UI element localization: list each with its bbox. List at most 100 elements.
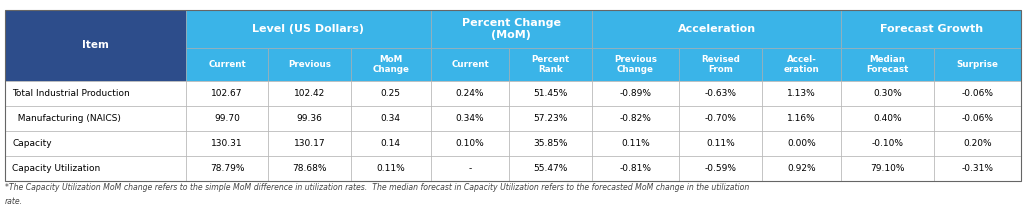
Text: 35.85%: 35.85% [534, 139, 567, 148]
Text: rate.: rate. [5, 197, 24, 206]
Text: MoM
Change: MoM Change [372, 55, 409, 74]
Bar [5, 81, 186, 106]
Text: 99.36: 99.36 [297, 114, 322, 123]
Bar [841, 131, 934, 156]
Text: 0.40%: 0.40% [873, 114, 902, 123]
Bar [186, 48, 269, 81]
Text: 51.45%: 51.45% [534, 89, 567, 98]
Text: -0.31%: -0.31% [961, 164, 993, 173]
Text: Current: Current [451, 60, 488, 69]
Text: Accel-
eration: Accel- eration [784, 55, 820, 74]
Text: 130.17: 130.17 [293, 139, 325, 148]
Text: -0.06%: -0.06% [961, 89, 993, 98]
Text: -0.82%: -0.82% [620, 114, 652, 123]
Bar [509, 81, 592, 106]
Bar [841, 10, 1021, 48]
Bar [841, 81, 934, 106]
Bar [934, 81, 1021, 106]
Bar [269, 156, 351, 181]
Bar [186, 156, 269, 181]
Text: 99.70: 99.70 [214, 114, 240, 123]
Text: Surprise: Surprise [956, 60, 998, 69]
Text: 0.00%: 0.00% [787, 139, 816, 148]
Text: Previous: Previous [288, 60, 331, 69]
Text: 1.13%: 1.13% [787, 89, 816, 98]
Bar [841, 156, 934, 181]
Bar [592, 10, 841, 48]
Bar [5, 156, 186, 181]
Bar [592, 156, 679, 181]
Bar [592, 106, 679, 131]
Bar [592, 131, 679, 156]
Bar [761, 48, 841, 81]
Bar [679, 81, 761, 106]
Bar [934, 156, 1021, 181]
Bar [509, 48, 592, 81]
Text: 55.47%: 55.47% [534, 164, 567, 173]
Bar [761, 81, 841, 106]
Text: 130.31: 130.31 [211, 139, 243, 148]
Text: Percent
Rank: Percent Rank [531, 55, 569, 74]
Text: Acceleration: Acceleration [677, 24, 756, 34]
Text: Manufacturing (NAICS): Manufacturing (NAICS) [12, 114, 121, 123]
Text: 0.11%: 0.11% [706, 139, 735, 148]
Bar [431, 156, 509, 181]
Bar [269, 106, 351, 131]
Bar [509, 106, 592, 131]
Bar [431, 131, 509, 156]
Text: 57.23%: 57.23% [534, 114, 567, 123]
Bar [679, 106, 761, 131]
Text: 78.68%: 78.68% [292, 164, 327, 173]
Bar [186, 81, 269, 106]
Text: 0.34%: 0.34% [456, 114, 484, 123]
Bar [186, 131, 269, 156]
Bar [5, 131, 186, 156]
Bar [934, 48, 1021, 81]
Bar [509, 131, 592, 156]
Bar [761, 131, 841, 156]
Bar [761, 156, 841, 181]
Text: *The Capacity Utilization MoM change refers to the simple MoM difference in util: *The Capacity Utilization MoM change ref… [5, 183, 749, 192]
Text: -0.10%: -0.10% [871, 139, 904, 148]
Text: Current: Current [208, 60, 246, 69]
Text: -0.59%: -0.59% [705, 164, 737, 173]
Text: 0.30%: 0.30% [873, 89, 902, 98]
Text: Level (US Dollars): Level (US Dollars) [252, 24, 364, 34]
Bar [186, 106, 269, 131]
Text: 0.34: 0.34 [381, 114, 401, 123]
Text: Percent Change
(MoM): Percent Change (MoM) [462, 18, 561, 40]
Bar [269, 131, 351, 156]
Text: Revised
From: Revised From [701, 55, 740, 74]
Bar [934, 106, 1021, 131]
Bar [351, 48, 431, 81]
Text: Previous
Change: Previous Change [614, 55, 657, 74]
Text: -: - [469, 164, 472, 173]
Bar [5, 106, 186, 131]
Bar [351, 106, 431, 131]
Text: Capacity Utilization: Capacity Utilization [12, 164, 101, 173]
Text: Capacity: Capacity [12, 139, 52, 148]
Text: -0.70%: -0.70% [705, 114, 737, 123]
Text: -0.89%: -0.89% [620, 89, 652, 98]
Text: 0.11%: 0.11% [621, 139, 649, 148]
Bar [431, 10, 592, 48]
Bar [186, 10, 431, 48]
Bar [509, 156, 592, 181]
Bar [5, 10, 186, 81]
Text: 0.20%: 0.20% [962, 139, 991, 148]
Bar [5, 10, 1021, 181]
Bar [841, 106, 934, 131]
Bar [592, 48, 679, 81]
Bar [761, 106, 841, 131]
Bar [269, 48, 351, 81]
Text: 0.24%: 0.24% [456, 89, 484, 98]
Bar [841, 48, 934, 81]
Bar [679, 156, 761, 181]
Bar [431, 81, 509, 106]
Text: Item: Item [82, 41, 109, 50]
Text: 1.16%: 1.16% [787, 114, 816, 123]
Bar [592, 81, 679, 106]
Bar [351, 131, 431, 156]
Bar [934, 131, 1021, 156]
Text: -0.81%: -0.81% [620, 164, 652, 173]
